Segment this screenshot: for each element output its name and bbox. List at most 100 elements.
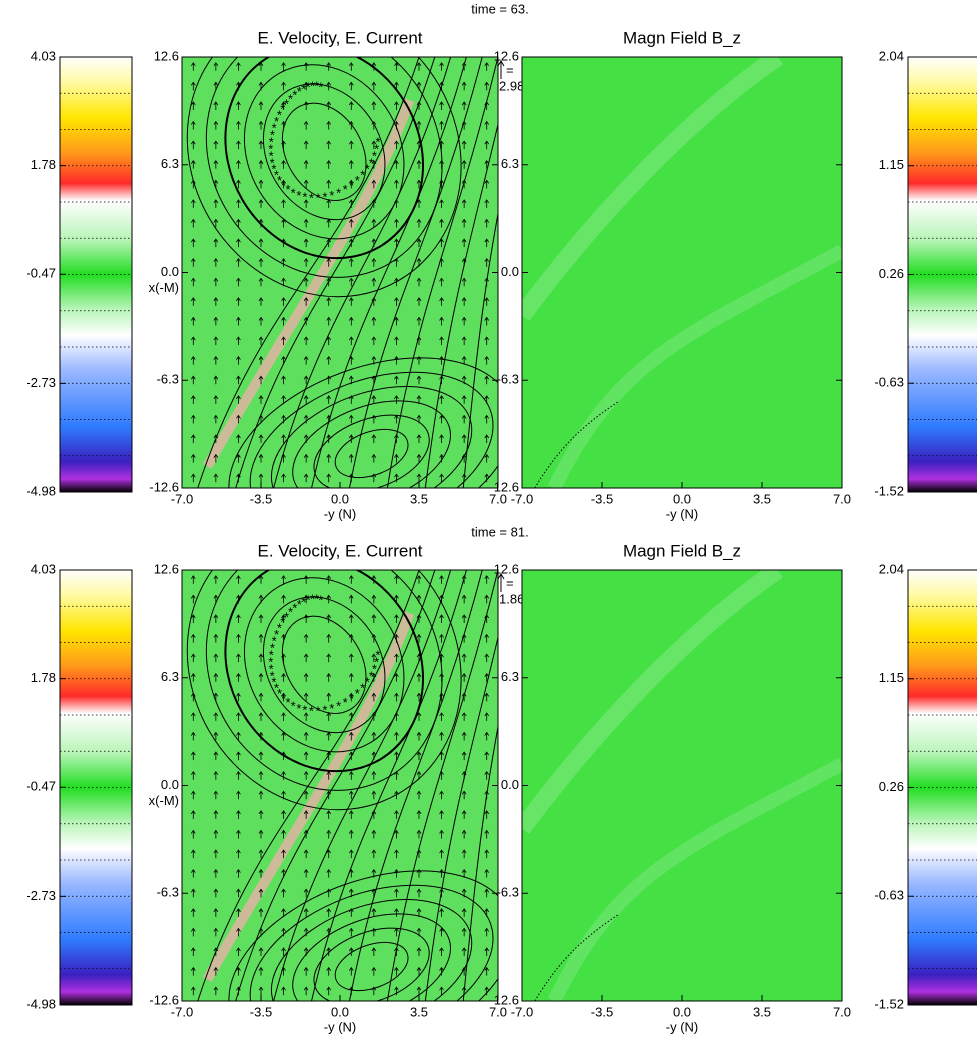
velocity-arrow xyxy=(416,986,422,996)
velocity-arrow xyxy=(484,277,490,287)
velocity-arrow xyxy=(190,947,196,957)
velocity-arrow xyxy=(236,927,241,937)
streamline xyxy=(281,615,367,714)
velocity-arrow xyxy=(190,888,196,898)
streamline xyxy=(424,122,498,488)
velocity-arrow xyxy=(484,355,490,365)
velocity-arrow xyxy=(484,673,490,682)
x-tick-label: 7.0 xyxy=(489,491,507,506)
velocity-arrow xyxy=(236,810,241,819)
velocity-arrow xyxy=(348,731,354,741)
colorbar xyxy=(907,56,977,493)
velocity-arrow xyxy=(281,218,286,228)
velocity-arrow xyxy=(281,966,286,976)
arrow-legend-symbol xyxy=(497,60,505,79)
velocity-arrow xyxy=(326,395,332,404)
velocity-arrow xyxy=(236,434,241,444)
x-tick-label: -3.5 xyxy=(250,491,272,506)
velocity-arrow xyxy=(439,829,444,839)
velocity-arrow xyxy=(484,575,490,584)
velocity-arrow xyxy=(416,673,422,682)
velocity-arrow xyxy=(348,375,354,385)
velocity-arrow xyxy=(236,849,241,859)
velocity-arrow xyxy=(484,829,490,839)
velocity-arrow xyxy=(326,277,332,287)
velocity-arrow xyxy=(303,434,309,444)
marker-star: * xyxy=(268,142,273,157)
marker-star: * xyxy=(277,686,282,701)
velocity-arrow xyxy=(394,316,399,326)
velocity-arrow xyxy=(213,179,219,189)
velocity-arrow xyxy=(213,966,219,976)
velocity-arrow xyxy=(348,434,354,444)
velocity-arrow xyxy=(371,947,377,957)
velocity-arrow xyxy=(281,81,286,91)
velocity-arrow xyxy=(190,355,196,365)
velocity-arrow xyxy=(281,653,286,663)
velocity-arrow xyxy=(416,218,422,228)
velocity-arrow xyxy=(258,594,264,604)
y-tick-label: 6.3 xyxy=(161,156,179,171)
velocity-arrow xyxy=(416,355,422,365)
velocity-arrow xyxy=(416,927,422,937)
x-tick-label: 3.5 xyxy=(753,491,771,506)
velocity-arrow xyxy=(190,614,196,623)
streamline xyxy=(311,570,467,1001)
velocity-arrow xyxy=(439,179,444,189)
velocity-arrow xyxy=(190,257,196,267)
velocity-arrow xyxy=(394,673,399,682)
velocity-arrow xyxy=(439,712,444,721)
marker-star: * xyxy=(288,604,293,619)
velocity-arrow xyxy=(439,434,444,444)
velocity-arrow xyxy=(416,947,422,957)
velocity-arrow xyxy=(484,927,490,937)
marker-star: * xyxy=(271,675,276,690)
velocity-arrow xyxy=(416,257,422,267)
velocity-arrow xyxy=(439,199,444,208)
velocity-arrow xyxy=(484,966,490,976)
velocity-arrow xyxy=(371,927,377,937)
velocity-arrow xyxy=(416,770,422,780)
velocity-arrow xyxy=(190,179,196,189)
velocity-arrow xyxy=(394,829,399,839)
velocity-arrow xyxy=(348,297,354,306)
velocity-arrow xyxy=(236,316,241,326)
velocity-arrow xyxy=(394,257,399,267)
y-tick-label: 0.0 xyxy=(161,777,179,792)
velocity-arrow xyxy=(213,633,219,643)
velocity-arrow xyxy=(394,653,399,663)
velocity-arrow xyxy=(348,614,354,623)
velocity-arrow xyxy=(326,140,332,150)
velocity-arrow xyxy=(326,81,332,91)
velocity-arrow xyxy=(394,614,399,623)
velocity-arrow xyxy=(416,238,422,248)
plot-content: ********************************* * * * * * ** xyxy=(186,57,498,488)
velocity-arrow xyxy=(326,160,332,169)
velocity-arrow xyxy=(190,594,196,604)
streamline xyxy=(292,913,451,1001)
velocity-arrow xyxy=(258,238,264,248)
x-tick-label: -3.5 xyxy=(591,1004,613,1019)
velocity-arrow xyxy=(190,633,196,643)
velocity-arrow xyxy=(371,849,377,859)
colorbar-tick-label: 0.26 xyxy=(879,266,904,281)
velocity-arrow xyxy=(303,810,309,819)
velocity-arrow xyxy=(348,653,354,663)
velocity-arrow xyxy=(461,673,467,682)
velocity-arrow xyxy=(371,336,377,346)
velocity-arrow xyxy=(326,849,332,859)
marker-star: * xyxy=(343,695,348,710)
marker-star: * xyxy=(277,173,282,188)
velocity-arrow xyxy=(258,414,264,424)
velocity-arrow xyxy=(348,257,354,267)
velocity-arrow xyxy=(484,140,490,150)
velocity-arrow xyxy=(303,751,309,761)
marker-star: * xyxy=(277,108,282,123)
marker-star: * xyxy=(369,668,374,683)
velocity-arrow xyxy=(213,434,219,444)
plot-title: Magn Field B_z xyxy=(623,541,741,560)
marker-star: * xyxy=(322,703,327,718)
y-tick-label: 0.0 xyxy=(161,264,179,279)
velocity-arrow xyxy=(303,473,309,483)
velocity-arrow xyxy=(348,414,354,424)
